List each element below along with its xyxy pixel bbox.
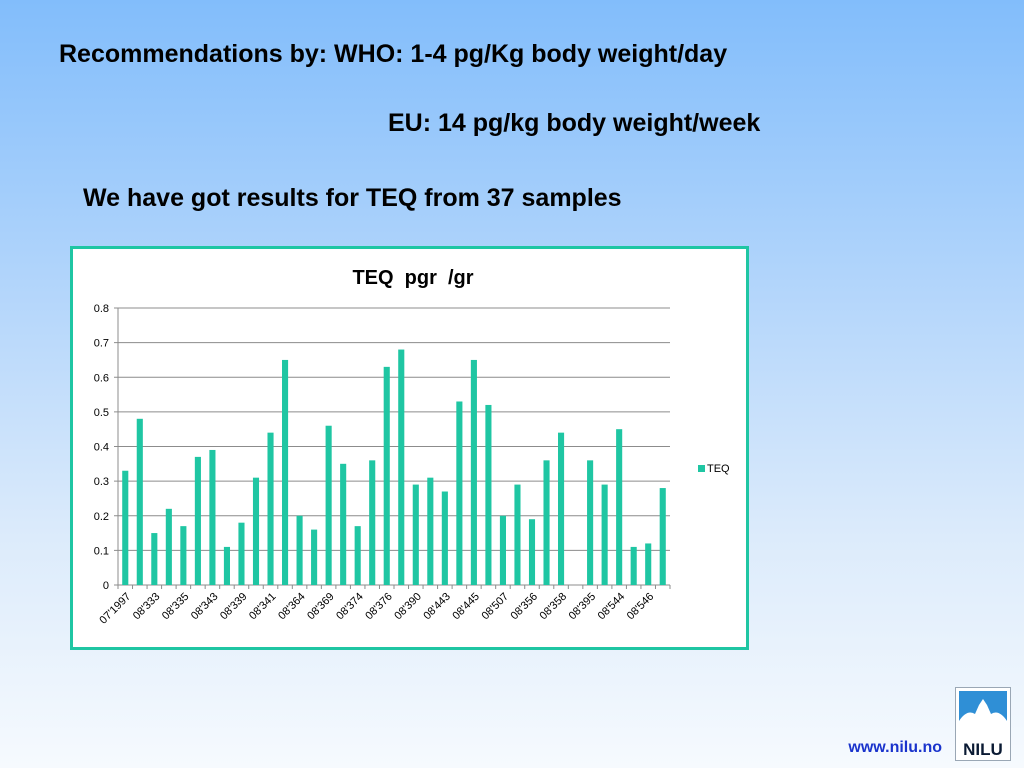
bar-teq <box>180 526 187 585</box>
x-tick-label: 08'369 <box>305 591 337 623</box>
teq-bar-chart: TEQ pgr /gr 0 0.1 0.2 0.3 0.4 0.5 0.6 0.7 0.8 07'… <box>94 267 730 627</box>
bar-teq <box>601 484 608 585</box>
x-tick-label: 08'356 <box>509 591 541 623</box>
bar-teq <box>514 484 521 585</box>
bar-teq <box>587 460 594 585</box>
legend-swatch-teq <box>698 465 705 472</box>
bar-teq <box>659 488 666 585</box>
bar-teq <box>209 449 216 585</box>
bar-teq <box>282 359 289 585</box>
bar-teq <box>441 491 448 585</box>
x-tick-label: 07'1997 <box>97 591 133 627</box>
bar-teq <box>340 463 347 585</box>
x-tick-label: 08'390 <box>392 591 424 623</box>
axes: 00.10.20.30.40.50.60.70.807'199708'33308… <box>94 303 671 627</box>
x-tick-label: 08'443 <box>421 591 453 623</box>
y-tick-label: 0.4 <box>94 442 109 454</box>
bar-teq <box>238 522 245 585</box>
recommendation-who: Recommendations by: WHO: 1-4 pg/Kg body … <box>59 40 728 68</box>
bar-teq <box>456 401 463 585</box>
bar-teq <box>369 460 376 585</box>
bar-teq <box>267 432 274 585</box>
bar-teq <box>223 546 230 585</box>
x-tick-label: 08'376 <box>363 591 395 623</box>
bar-teq <box>499 515 506 585</box>
legend: TEQ <box>698 463 730 475</box>
y-tick-label: 0 <box>103 580 109 592</box>
bars <box>122 349 666 585</box>
nilu-website-link[interactable]: www.nilu.no <box>848 739 942 756</box>
x-tick-label: 08'335 <box>160 591 192 623</box>
bar-teq <box>122 470 129 585</box>
bar-teq <box>543 460 550 585</box>
x-tick-label: 08'445 <box>450 591 482 623</box>
x-tick-label: 08'507 <box>479 591 511 623</box>
x-tick-label: 08'546 <box>625 591 657 623</box>
bar-teq <box>528 519 536 585</box>
bar-teq <box>165 508 172 585</box>
legend-label-teq: TEQ <box>707 463 730 475</box>
bar-teq <box>645 543 652 585</box>
x-tick-label: 08'343 <box>189 591 221 623</box>
bar-teq <box>296 515 303 585</box>
x-tick-label: 08'339 <box>218 591 250 623</box>
x-tick-label: 08'374 <box>334 591 366 623</box>
y-tick-label: 0.8 <box>94 303 109 315</box>
bar-teq <box>427 477 434 585</box>
x-tick-label: 08'358 <box>538 591 570 623</box>
bar-teq <box>325 425 332 585</box>
x-tick-label: 08'364 <box>276 591 308 623</box>
bar-teq <box>630 546 637 585</box>
chart-frame: TEQ pgr /gr 0 0.1 0.2 0.3 0.4 0.5 0.6 0.7 0.8 07'… <box>70 246 749 650</box>
bar-teq <box>616 429 623 585</box>
x-tick-label: 08'333 <box>131 591 163 623</box>
y-tick-label: 0.5 <box>94 407 109 419</box>
bar-teq <box>151 533 158 585</box>
y-tick-label: 0.7 <box>94 338 109 350</box>
bar-teq <box>194 456 201 585</box>
x-tick-label: 08'544 <box>596 591 628 623</box>
nilu-logo: NILU <box>955 687 1011 761</box>
chart-title: TEQ pgr /gr <box>352 267 473 289</box>
bar-teq <box>311 529 318 585</box>
x-tick-label: 08'395 <box>567 591 599 623</box>
bar-teq <box>383 366 390 585</box>
bar-teq <box>412 484 419 585</box>
y-tick-label: 0.1 <box>94 545 109 557</box>
recommendation-eu: EU: 14 pg/kg body weight/week <box>388 109 761 137</box>
bar-teq <box>398 349 405 585</box>
results-summary: We have got results for TEQ from 37 samp… <box>83 184 622 212</box>
y-tick-label: 0.3 <box>94 476 109 488</box>
x-tick-label: 08'341 <box>247 591 279 623</box>
y-tick-label: 0.6 <box>94 372 109 384</box>
bar-teq <box>485 404 492 585</box>
bar-teq <box>252 477 260 585</box>
bar-teq <box>470 359 477 585</box>
bar-teq <box>558 432 565 585</box>
bar-teq <box>136 418 143 585</box>
y-tick-label: 0.2 <box>94 511 109 523</box>
svg-text:NILU: NILU <box>963 740 1003 759</box>
bar-teq <box>354 526 361 585</box>
